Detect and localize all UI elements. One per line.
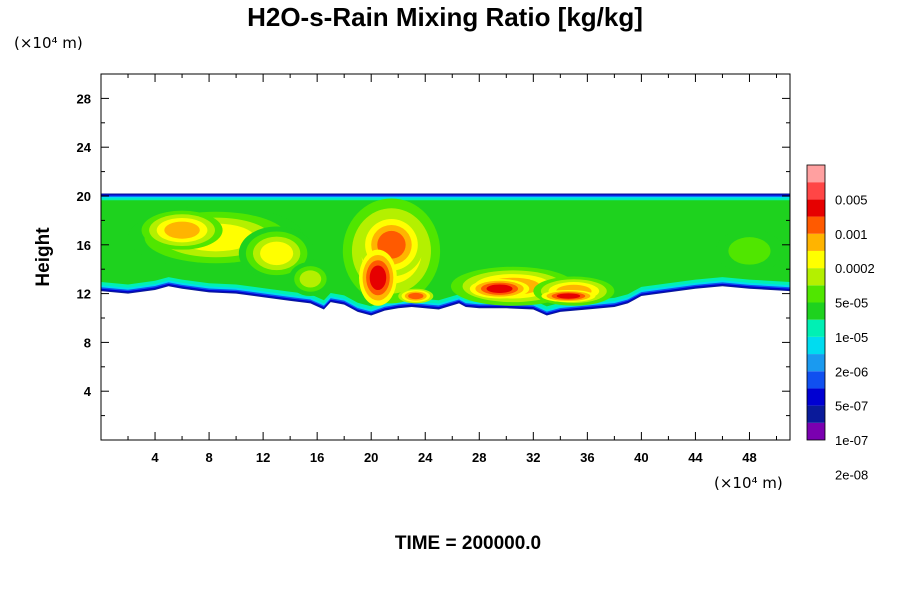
- colorbar-label: 5e-07: [835, 399, 868, 414]
- y-axis-unit: (×10⁴ m): [14, 34, 83, 52]
- plot-area: [101, 193, 790, 316]
- colorbar-swatch: [807, 405, 825, 423]
- colorbar-swatch: [807, 199, 825, 217]
- y-tick-label: 8: [84, 335, 91, 350]
- colorbar-swatch: [807, 319, 825, 337]
- y-tick-label: 4: [84, 384, 92, 399]
- field-feature-1-level-11: [164, 221, 200, 239]
- y-tick-label: 16: [77, 238, 91, 253]
- field-feature-11-level-13: [556, 293, 581, 299]
- field-feature-9-level-13: [486, 284, 513, 293]
- x-tick-label: 44: [688, 450, 703, 465]
- y-tick-label: 24: [77, 140, 92, 155]
- colorbar: 0.005 0.001 0.0002 5e-05 1e-05 2e-06 5e-07 1e-0…: [806, 164, 875, 482]
- colorbar-swatch: [807, 233, 825, 251]
- mixing-ratio-field: [101, 193, 790, 316]
- field-feature-2-level-10: [260, 241, 294, 266]
- colorbar-label: 0.005: [835, 192, 868, 207]
- colorbar-label: 1e-05: [835, 330, 868, 345]
- y-axis-label: Height: [33, 227, 54, 287]
- colorbar-label: 0.0002: [835, 261, 875, 276]
- x-tick-label: 4: [151, 450, 159, 465]
- colorbar-swatch: [807, 285, 825, 303]
- colorbar-label: 5e-05: [835, 296, 868, 311]
- field-feature-7-level-12: [408, 292, 424, 300]
- field-feature-3-level-9: [299, 270, 322, 288]
- colorbar-label: 2e-08: [835, 467, 868, 482]
- colorbar-swatch: [807, 422, 825, 440]
- time-label: TIME = 200000.0: [395, 533, 541, 554]
- x-tick-label: 12: [256, 450, 270, 465]
- y-tick-label: 28: [77, 91, 91, 106]
- colorbar-swatch: [807, 216, 825, 234]
- colorbar-swatch: [807, 250, 825, 269]
- colorbar-frame: [806, 164, 826, 441]
- x-tick-label: 40: [634, 450, 648, 465]
- colorbar-label: 0.001: [835, 227, 868, 242]
- colorbar-swatch: [807, 371, 825, 389]
- colorbar-swatch: [807, 302, 825, 320]
- y-tick-label: 12: [77, 287, 91, 302]
- colorbar-swatch: [807, 268, 825, 286]
- colorbar-label: 2e-06: [835, 364, 868, 379]
- field-feature-6-level-13: [369, 265, 387, 291]
- chart-title: H2O-s-Rain Mixing Ratio [kg/kg]: [247, 2, 643, 32]
- x-axis-unit: (×10⁴ m): [714, 474, 783, 492]
- x-tick-label: 8: [205, 450, 212, 465]
- x-tick-label: 36: [580, 450, 594, 465]
- colorbar-swatch: [807, 336, 825, 355]
- colorbar-swatch: [807, 182, 825, 200]
- x-tick-label: 20: [364, 450, 378, 465]
- x-tick-label: 16: [310, 450, 324, 465]
- x-tick-label: 48: [742, 450, 756, 465]
- plot-frame: [100, 73, 791, 441]
- x-tick-label: 24: [418, 450, 433, 465]
- x-tick-label: 32: [526, 450, 540, 465]
- colorbar-swatch: [807, 388, 825, 406]
- colorbar-swatch: [807, 165, 825, 183]
- colorbar-swatch: [807, 354, 825, 372]
- field-feature-15-level-8: [728, 237, 771, 265]
- x-tick-label: 28: [472, 450, 486, 465]
- y-tick-label: 20: [77, 189, 91, 204]
- colorbar-label: 1e-07: [835, 433, 868, 448]
